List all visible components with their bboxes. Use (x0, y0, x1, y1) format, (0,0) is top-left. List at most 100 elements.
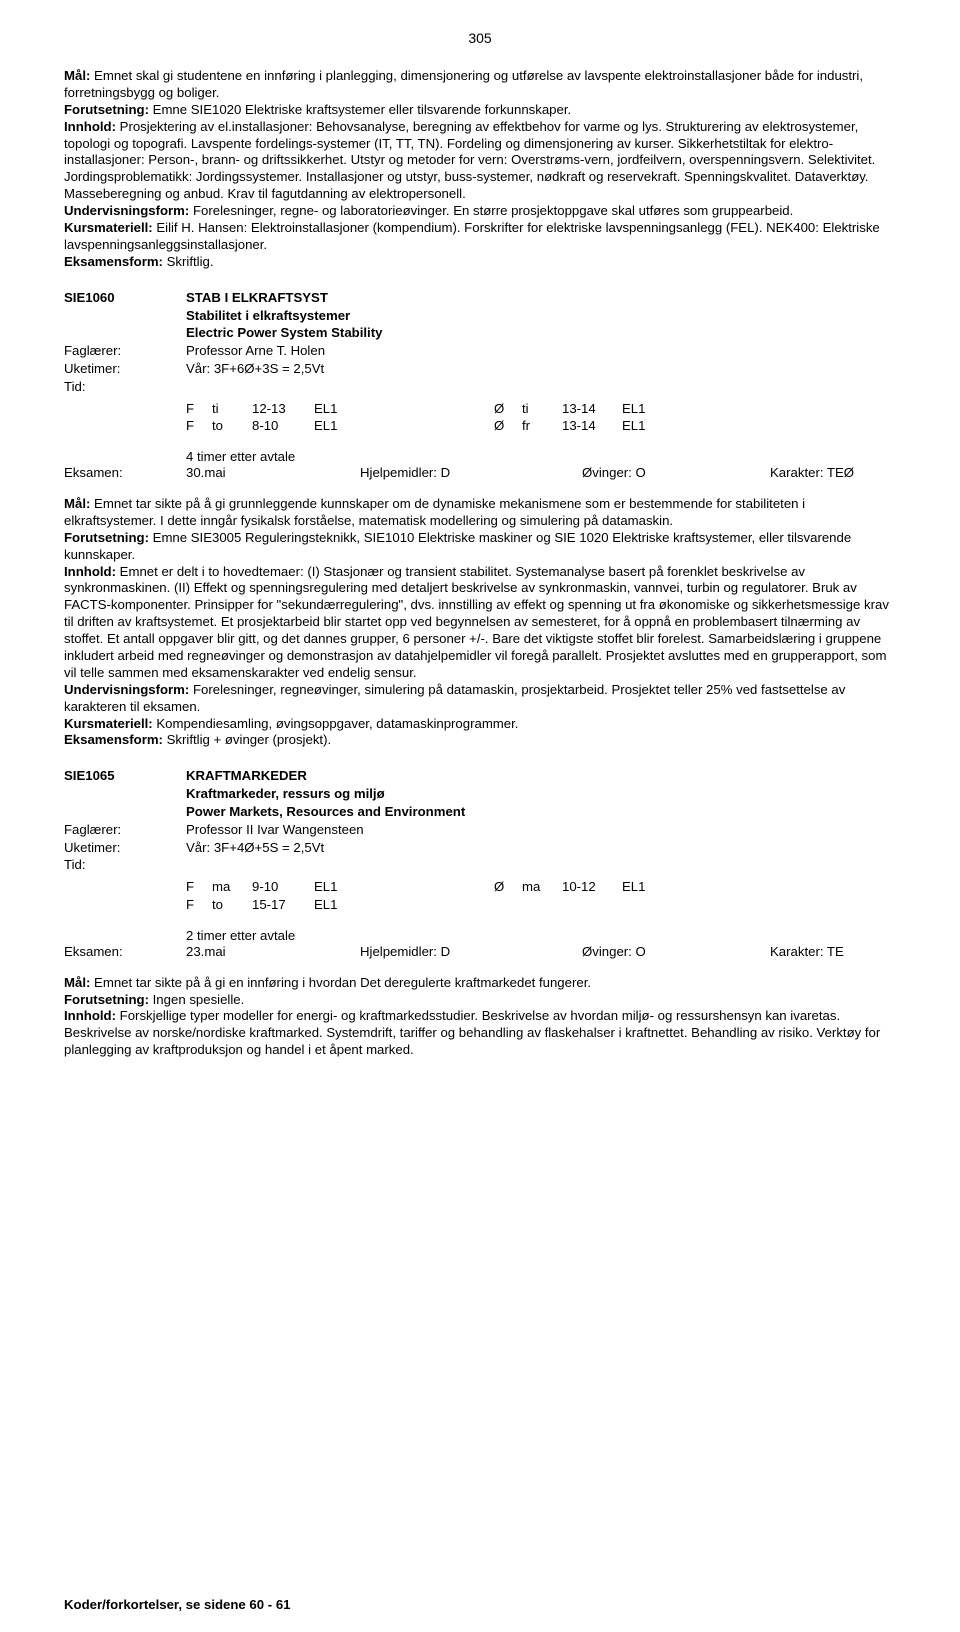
kurs-text: Kompendiesamling, øvingsoppgaver, datama… (153, 716, 519, 731)
sched-cell: ti (212, 400, 252, 418)
sched-cell (562, 896, 622, 914)
faglaerer-label: Faglærer: (64, 342, 186, 360)
footer-note: Koder/forkortelser, se sidene 60 - 61 (64, 1597, 291, 1612)
innhold-text: Emnet er delt i to hovedtemaer: (I) Stas… (64, 564, 889, 680)
schedule-row: F to 8-10 EL1 Ø fr 13-14 EL1 (186, 417, 896, 435)
spacer (64, 803, 186, 821)
sched-cell: to (212, 417, 252, 435)
spacer (186, 378, 896, 396)
tid-label: Tid: (64, 856, 186, 874)
uketimer-label: Uketimer: (64, 360, 186, 378)
course-title-en: Power Markets, Resources and Environment (186, 803, 896, 821)
underv-label: Undervisningsform: (64, 682, 189, 697)
exam-help: Hjelpemidler: D (360, 464, 582, 482)
schedule-row: F to 15-17 EL1 (186, 896, 896, 914)
underv-label: Undervisningsform: (64, 203, 189, 218)
innhold-text: Forskjellige typer modeller for energi- … (64, 1008, 880, 1057)
sched-cell: 12-13 (252, 400, 314, 418)
schedule-table: F ti 12-13 EL1 Ø ti 13-14 EL1 F to 8-10 … (186, 400, 896, 436)
faglaerer-value: Professor II Ivar Wangensteen (186, 821, 896, 839)
sched-cell (522, 896, 562, 914)
mal-label: Mål: (64, 496, 90, 511)
sched-cell: 10-12 (562, 878, 622, 896)
tid-label: Tid: (64, 378, 186, 396)
exam-date: 23.mai (186, 943, 360, 961)
eks-text: Skriftlig + øvinger (prosjekt). (163, 732, 331, 747)
mal-text: Emnet skal gi studentene en innføring i … (64, 68, 863, 100)
course1-paragraph: Mål: Emnet tar sikte på å gi grunnleggen… (64, 496, 896, 749)
after-schedule-note: 2 timer etter avtale (186, 928, 896, 943)
sched-cell: EL1 (314, 878, 494, 896)
course-title-caps: KRAFTMARKEDER (186, 767, 896, 785)
sched-cell: EL1 (314, 896, 494, 914)
mal-text: Emnet tar sikte på å gi en innføring i h… (90, 975, 591, 990)
course-title-en: Electric Power System Stability (186, 324, 896, 342)
exam-grade: Karakter: TEØ (770, 464, 896, 482)
spacer (64, 785, 186, 803)
spacer (64, 307, 186, 325)
forut-text: Emne SIE3005 Reguleringsteknikk, SIE1010… (64, 530, 851, 562)
sched-cell: ma (212, 878, 252, 896)
mal-label: Mål: (64, 975, 90, 990)
spacer (186, 856, 896, 874)
course-title-no: Stabilitet i elkraftsystemer (186, 307, 896, 325)
kurs-label: Kursmateriell: (64, 716, 153, 731)
course2-paragraph: Mål: Emnet tar sikte på å gi en innførin… (64, 975, 896, 1059)
document-page: 305 Mål: Emnet skal gi studentene en inn… (0, 0, 960, 1632)
sched-cell: 9-10 (252, 878, 314, 896)
course-header: SIE1065 KRAFTMARKEDER Kraftmarkeder, res… (64, 767, 896, 874)
eks-label: Eksamensform: (64, 732, 163, 747)
schedule-row: F ma 9-10 EL1 Ø ma 10-12 EL1 (186, 878, 896, 896)
course-code: SIE1060 (64, 289, 186, 307)
sched-cell: F (186, 896, 212, 914)
sched-cell (494, 896, 522, 914)
sched-cell: Ø (494, 417, 522, 435)
faglaerer-label: Faglærer: (64, 821, 186, 839)
course-code: SIE1065 (64, 767, 186, 785)
schedule-row: F ti 12-13 EL1 Ø ti 13-14 EL1 (186, 400, 896, 418)
forut-text: Emne SIE1020 Elektriske kraftsystemer el… (149, 102, 571, 117)
after-schedule-note: 4 timer etter avtale (186, 449, 896, 464)
exam-ovinger: Øvinger: O (582, 464, 770, 482)
sched-cell: EL1 (314, 417, 494, 435)
exam-date: 30.mai (186, 464, 360, 482)
uketimer-value: Vår: 3F+4Ø+5S = 2,5Vt (186, 839, 896, 857)
course-title-no: Kraftmarkeder, ressurs og miljø (186, 785, 896, 803)
sched-cell: EL1 (622, 417, 682, 435)
uketimer-value: Vår: 3F+6Ø+3S = 2,5Vt (186, 360, 896, 378)
kurs-text: Eilif H. Hansen: Elektroinstallasjoner (… (64, 220, 880, 252)
exam-label: Eksamen: (64, 464, 186, 482)
sched-cell: Ø (494, 400, 522, 418)
spacer (64, 324, 186, 342)
sched-cell: F (186, 400, 212, 418)
sched-cell: EL1 (622, 400, 682, 418)
sched-cell: ti (522, 400, 562, 418)
mal-label: Mål: (64, 68, 90, 83)
forut-label: Forutsetning: (64, 530, 149, 545)
course-title-caps: STAB I ELKRAFTSYST (186, 289, 896, 307)
sched-cell (622, 896, 682, 914)
sched-cell: 8-10 (252, 417, 314, 435)
schedule-table: F ma 9-10 EL1 Ø ma 10-12 EL1 F to 15-17 … (186, 878, 896, 914)
forut-text: Ingen spesielle. (149, 992, 244, 1007)
course-header: SIE1060 STAB I ELKRAFTSYST Stabilitet i … (64, 289, 896, 396)
eks-label: Eksamensform: (64, 254, 163, 269)
sched-cell: Ø (494, 878, 522, 896)
sched-cell: fr (522, 417, 562, 435)
sched-cell: F (186, 417, 212, 435)
underv-text: Forelesninger, regne- og laboratorieøvin… (189, 203, 793, 218)
sched-cell: EL1 (622, 878, 682, 896)
kurs-label: Kursmateriell: (64, 220, 153, 235)
innhold-label: Innhold: (64, 564, 116, 579)
innhold-text: Prosjektering av el.installasjoner: Beho… (64, 119, 875, 202)
sched-cell: EL1 (314, 400, 494, 418)
exam-grade: Karakter: TE (770, 943, 896, 961)
exam-row: Eksamen: 23.mai Hjelpemidler: D Øvinger:… (64, 943, 896, 961)
sched-cell: 15-17 (252, 896, 314, 914)
innhold-label: Innhold: (64, 119, 116, 134)
innhold-label: Innhold: (64, 1008, 116, 1023)
forut-label: Forutsetning: (64, 992, 149, 1007)
eks-text: Skriftlig. (163, 254, 214, 269)
sched-cell: ma (522, 878, 562, 896)
sched-cell: 13-14 (562, 400, 622, 418)
